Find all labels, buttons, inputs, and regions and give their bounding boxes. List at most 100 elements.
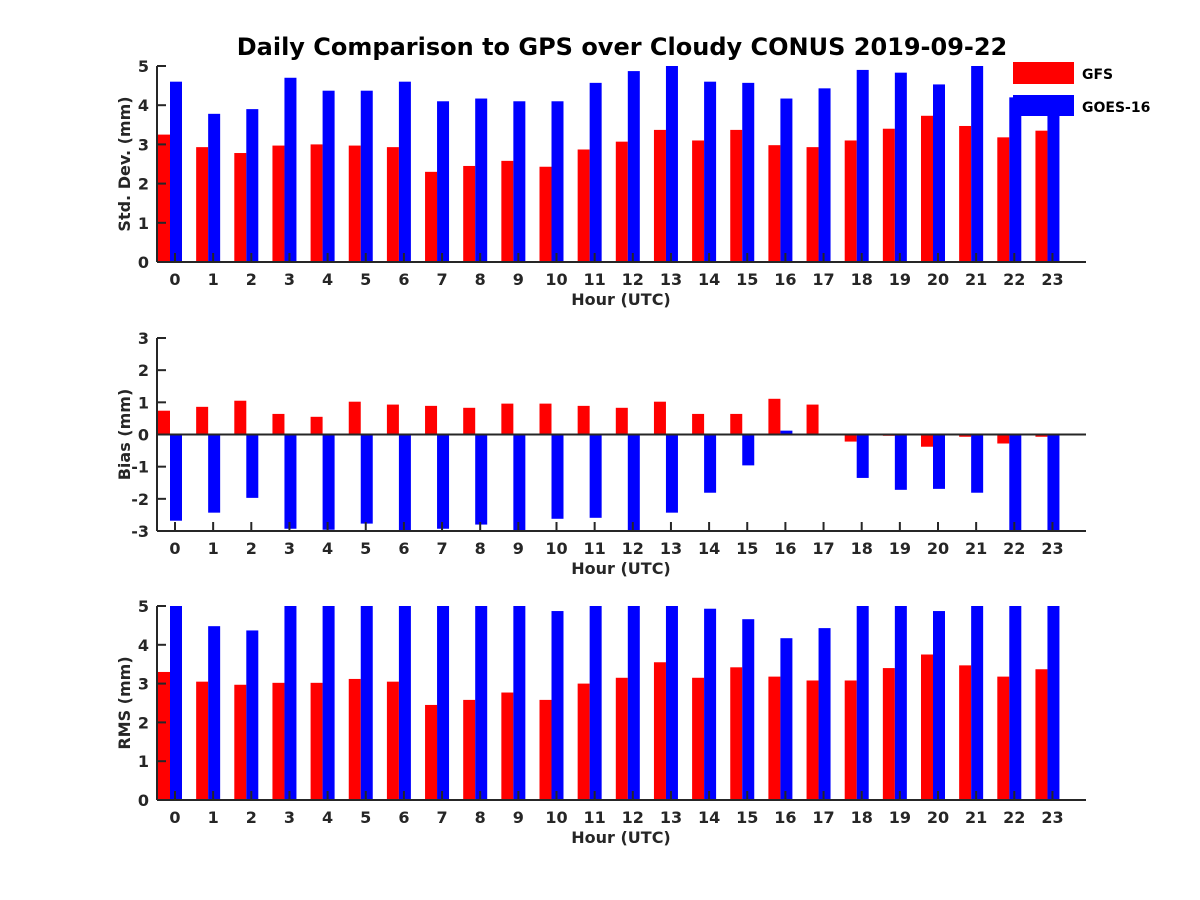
bar-goes-16-hour-0 bbox=[170, 81, 182, 263]
bar-goes-16-hour-16 bbox=[780, 98, 793, 262]
bar-goes-16-hour-22 bbox=[1009, 434, 1022, 531]
bar-gfs-hour-1 bbox=[196, 406, 209, 435]
bar-goes-16-hour-19 bbox=[894, 72, 907, 262]
bar-goes-16-hour-15 bbox=[742, 82, 755, 262]
x-tick-label: 2 bbox=[246, 808, 257, 827]
bar-goes-16-hour-14 bbox=[704, 434, 717, 493]
bar-gfs-hour-5 bbox=[348, 678, 361, 800]
bar-gfs-hour-22 bbox=[997, 676, 1010, 800]
bar-gfs-hour-11 bbox=[577, 683, 590, 800]
bar-gfs-hour-22 bbox=[997, 434, 1010, 444]
bar-goes-16-hour-23 bbox=[1047, 101, 1060, 262]
bar-goes-16-hour-13 bbox=[665, 434, 678, 513]
x-tick-label: 16 bbox=[774, 808, 796, 827]
y-tick-label: 1 bbox=[138, 214, 149, 233]
x-tick-label: 13 bbox=[660, 270, 682, 289]
x-tick-label: 7 bbox=[436, 808, 447, 827]
y-tick-label: 5 bbox=[138, 57, 149, 76]
bar-goes-16-hour-18 bbox=[856, 606, 869, 800]
bar-goes-16-hour-15 bbox=[742, 619, 755, 800]
bar-gfs-hour-14 bbox=[692, 677, 705, 800]
bar-gfs-hour-12 bbox=[615, 677, 628, 800]
x-tick-label: 3 bbox=[284, 270, 295, 289]
bar-gfs-hour-13 bbox=[653, 662, 666, 800]
bar-gfs-hour-21 bbox=[959, 125, 972, 262]
x-tick-label: 10 bbox=[545, 270, 567, 289]
legend-swatch-goes-16 bbox=[1013, 95, 1074, 116]
x-tick-label: 21 bbox=[965, 539, 987, 558]
y-tick-label: 2 bbox=[138, 713, 149, 732]
bar-goes-16-hour-18 bbox=[856, 69, 869, 262]
y-axis-label: Bias (mm) bbox=[115, 389, 134, 481]
bar-goes-16-hour-10 bbox=[551, 434, 564, 519]
x-tick-label: 10 bbox=[545, 539, 567, 558]
x-tick-label: 11 bbox=[584, 539, 606, 558]
bar-goes-16-hour-2 bbox=[246, 434, 259, 498]
x-tick-label: 16 bbox=[774, 539, 796, 558]
x-tick-label: 12 bbox=[622, 270, 644, 289]
bar-gfs-hour-23 bbox=[1035, 434, 1048, 437]
bar-goes-16-hour-10 bbox=[551, 101, 564, 262]
x-tick-label: 10 bbox=[545, 808, 567, 827]
bar-gfs-hour-16 bbox=[768, 676, 781, 800]
bar-goes-16-hour-3 bbox=[284, 77, 297, 262]
bar-gfs-hour-13 bbox=[653, 401, 666, 435]
x-tick-label: 18 bbox=[851, 270, 873, 289]
bar-goes-16-hour-0 bbox=[170, 606, 182, 800]
x-tick-label: 3 bbox=[284, 808, 295, 827]
y-tick-label: -3 bbox=[131, 522, 149, 541]
x-tick-label: 22 bbox=[1003, 270, 1025, 289]
x-tick-label: 19 bbox=[889, 539, 911, 558]
x-tick-label: 0 bbox=[169, 539, 180, 558]
bar-goes-16-hour-9 bbox=[513, 606, 526, 800]
bar-gfs-hour-20 bbox=[921, 434, 933, 447]
bar-gfs-hour-6 bbox=[386, 681, 399, 800]
x-tick-label: 20 bbox=[927, 270, 949, 289]
bar-gfs-hour-9 bbox=[501, 403, 514, 435]
bar-gfs-hour-18 bbox=[844, 434, 857, 442]
bar-goes-16-hour-12 bbox=[627, 606, 640, 800]
x-tick-label: 7 bbox=[436, 539, 447, 558]
x-tick-label: 9 bbox=[513, 270, 524, 289]
x-tick-label: 6 bbox=[398, 270, 409, 289]
y-tick-label: 2 bbox=[138, 361, 149, 380]
x-tick-label: 0 bbox=[169, 270, 180, 289]
bar-gfs-hour-18 bbox=[844, 140, 857, 262]
x-tick-label: 6 bbox=[398, 808, 409, 827]
bar-gfs-hour-22 bbox=[997, 137, 1010, 262]
x-tick-label: 12 bbox=[622, 808, 644, 827]
x-tick-label: 21 bbox=[965, 808, 987, 827]
y-tick-label: 1 bbox=[138, 393, 149, 412]
x-tick-label: 12 bbox=[622, 539, 644, 558]
bar-goes-16-hour-19 bbox=[894, 606, 907, 800]
x-tick-label: 15 bbox=[736, 539, 758, 558]
bar-goes-16-hour-17 bbox=[818, 88, 831, 263]
x-tick-label: 2 bbox=[246, 539, 257, 558]
x-tick-label: 5 bbox=[360, 539, 371, 558]
y-tick-label: -1 bbox=[131, 458, 149, 477]
bar-gfs-hour-4 bbox=[310, 416, 323, 435]
bar-gfs-hour-15 bbox=[730, 413, 743, 435]
bar-gfs-hour-21 bbox=[959, 434, 972, 437]
x-axis-label: Hour (UTC) bbox=[571, 290, 671, 309]
y-tick-label: 4 bbox=[138, 96, 149, 115]
x-tick-label: 11 bbox=[584, 808, 606, 827]
bar-goes-16-hour-2 bbox=[246, 109, 259, 263]
x-tick-label: 17 bbox=[812, 539, 834, 558]
x-tick-label: 14 bbox=[698, 808, 720, 827]
bar-gfs-hour-5 bbox=[348, 145, 361, 262]
bar-gfs-hour-13 bbox=[653, 129, 666, 262]
x-axis-label: Hour (UTC) bbox=[571, 559, 671, 578]
bar-goes-16-hour-20 bbox=[933, 611, 945, 800]
x-tick-label: 1 bbox=[208, 808, 219, 827]
x-tick-label: 14 bbox=[698, 539, 720, 558]
y-tick-label: 0 bbox=[138, 791, 149, 810]
x-tick-label: 1 bbox=[208, 270, 219, 289]
y-axis-label: RMS (mm) bbox=[115, 656, 134, 749]
x-tick-label: 4 bbox=[322, 270, 333, 289]
bar-gfs-hour-20 bbox=[921, 654, 933, 800]
bar-goes-16-hour-4 bbox=[322, 606, 335, 800]
bar-gfs-hour-9 bbox=[501, 160, 514, 262]
